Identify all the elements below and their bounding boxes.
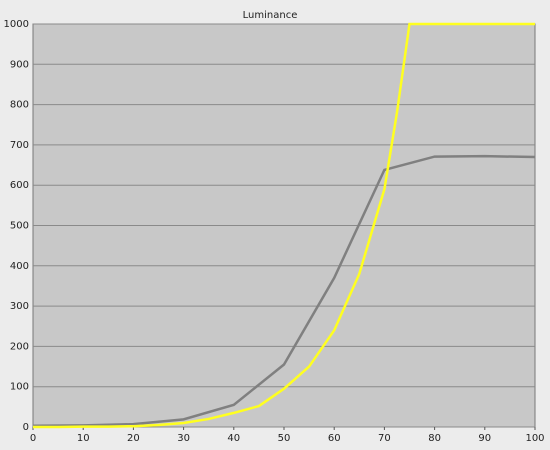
x-tick-label: 50 [278, 433, 291, 444]
x-tick-label: 70 [378, 433, 391, 444]
series-line [33, 22, 535, 429]
x-tick-label: 90 [478, 433, 491, 444]
x-tick-label: 10 [77, 433, 90, 444]
y-tick-label: 300 [10, 301, 29, 312]
y-tick-label: 900 [10, 59, 29, 70]
y-tick-label: 400 [10, 261, 29, 272]
y-tick-label: 200 [10, 341, 29, 352]
y-tick-label: 0 [23, 422, 29, 433]
y-tick-label: 800 [10, 100, 29, 111]
x-tick-label: 30 [177, 433, 190, 444]
series-line [32, 154, 536, 428]
y-tick-label: 1000 [4, 19, 29, 30]
y-tick-label: 500 [10, 221, 29, 232]
x-tick-label: 80 [428, 433, 441, 444]
y-tick-label: 100 [10, 382, 29, 393]
y-tick-label: 600 [10, 180, 29, 191]
chart-title: Luminance [243, 10, 298, 21]
y-tick-label: 700 [10, 140, 29, 151]
x-tick-label: 40 [227, 433, 240, 444]
x-tick-label: 60 [328, 433, 341, 444]
x-tick-label: 20 [127, 433, 140, 444]
x-tick-label: 0 [30, 433, 36, 444]
x-tick-label: 100 [525, 433, 544, 444]
